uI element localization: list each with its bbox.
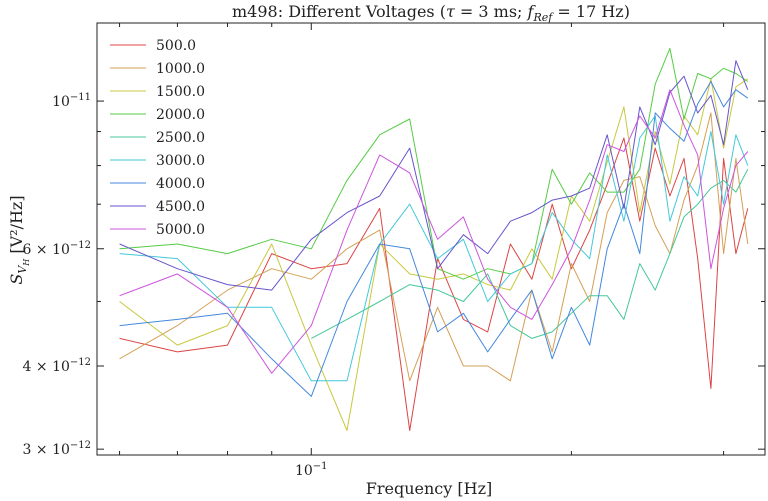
series-line-3000.0 xyxy=(119,115,749,382)
series-line-500.0 xyxy=(119,137,749,431)
x-axis-ticks: 10−1 xyxy=(119,23,725,479)
legend-label: 4500.0 xyxy=(156,199,205,215)
legend-label: 1000.0 xyxy=(156,61,205,77)
legend: 500.0 1000.0 1500.0 2000.0 2500.0 3000.0 4000.… xyxy=(110,38,205,238)
series-line-1500.0 xyxy=(119,78,749,431)
legend-label: 2000.0 xyxy=(156,107,205,123)
plot-frame xyxy=(96,22,766,456)
chart-title: m498: Different Voltages (τ = 3 ms; fRef… xyxy=(232,2,630,24)
legend-label: 500.0 xyxy=(156,38,196,54)
series-line-4500.0 xyxy=(119,60,749,291)
legend-label: 4000.0 xyxy=(156,176,205,192)
legend-label: 3000.0 xyxy=(156,153,205,169)
y-axis-ticks: 3 × 10−12 4 × 10−12 6 × 10−12 10−11 xyxy=(23,92,765,458)
legend-label: 2500.0 xyxy=(156,130,205,146)
y-tick-label: 4 × 10−12 xyxy=(23,357,91,375)
plot-lines xyxy=(119,47,749,431)
series-line-2500.0 xyxy=(311,168,749,339)
legend-label: 5000.0 xyxy=(156,222,205,238)
y-tick-label: 6 × 10−12 xyxy=(23,240,91,258)
series-line-1000.0 xyxy=(119,112,749,382)
series-line-5000.0 xyxy=(119,89,749,374)
x-tick-label: 10−1 xyxy=(295,461,328,479)
y-tick-label: 3 × 10−12 xyxy=(23,440,91,458)
y-axis-label: SVH [V²/Hz] xyxy=(7,195,31,284)
legend-label: 1500.0 xyxy=(156,84,205,100)
y-tick-label: 10−11 xyxy=(52,92,91,110)
series-line-4000.0 xyxy=(119,81,749,397)
series-line-2000.0 xyxy=(119,47,749,280)
x-axis-label: Frequency [Hz] xyxy=(366,479,493,498)
